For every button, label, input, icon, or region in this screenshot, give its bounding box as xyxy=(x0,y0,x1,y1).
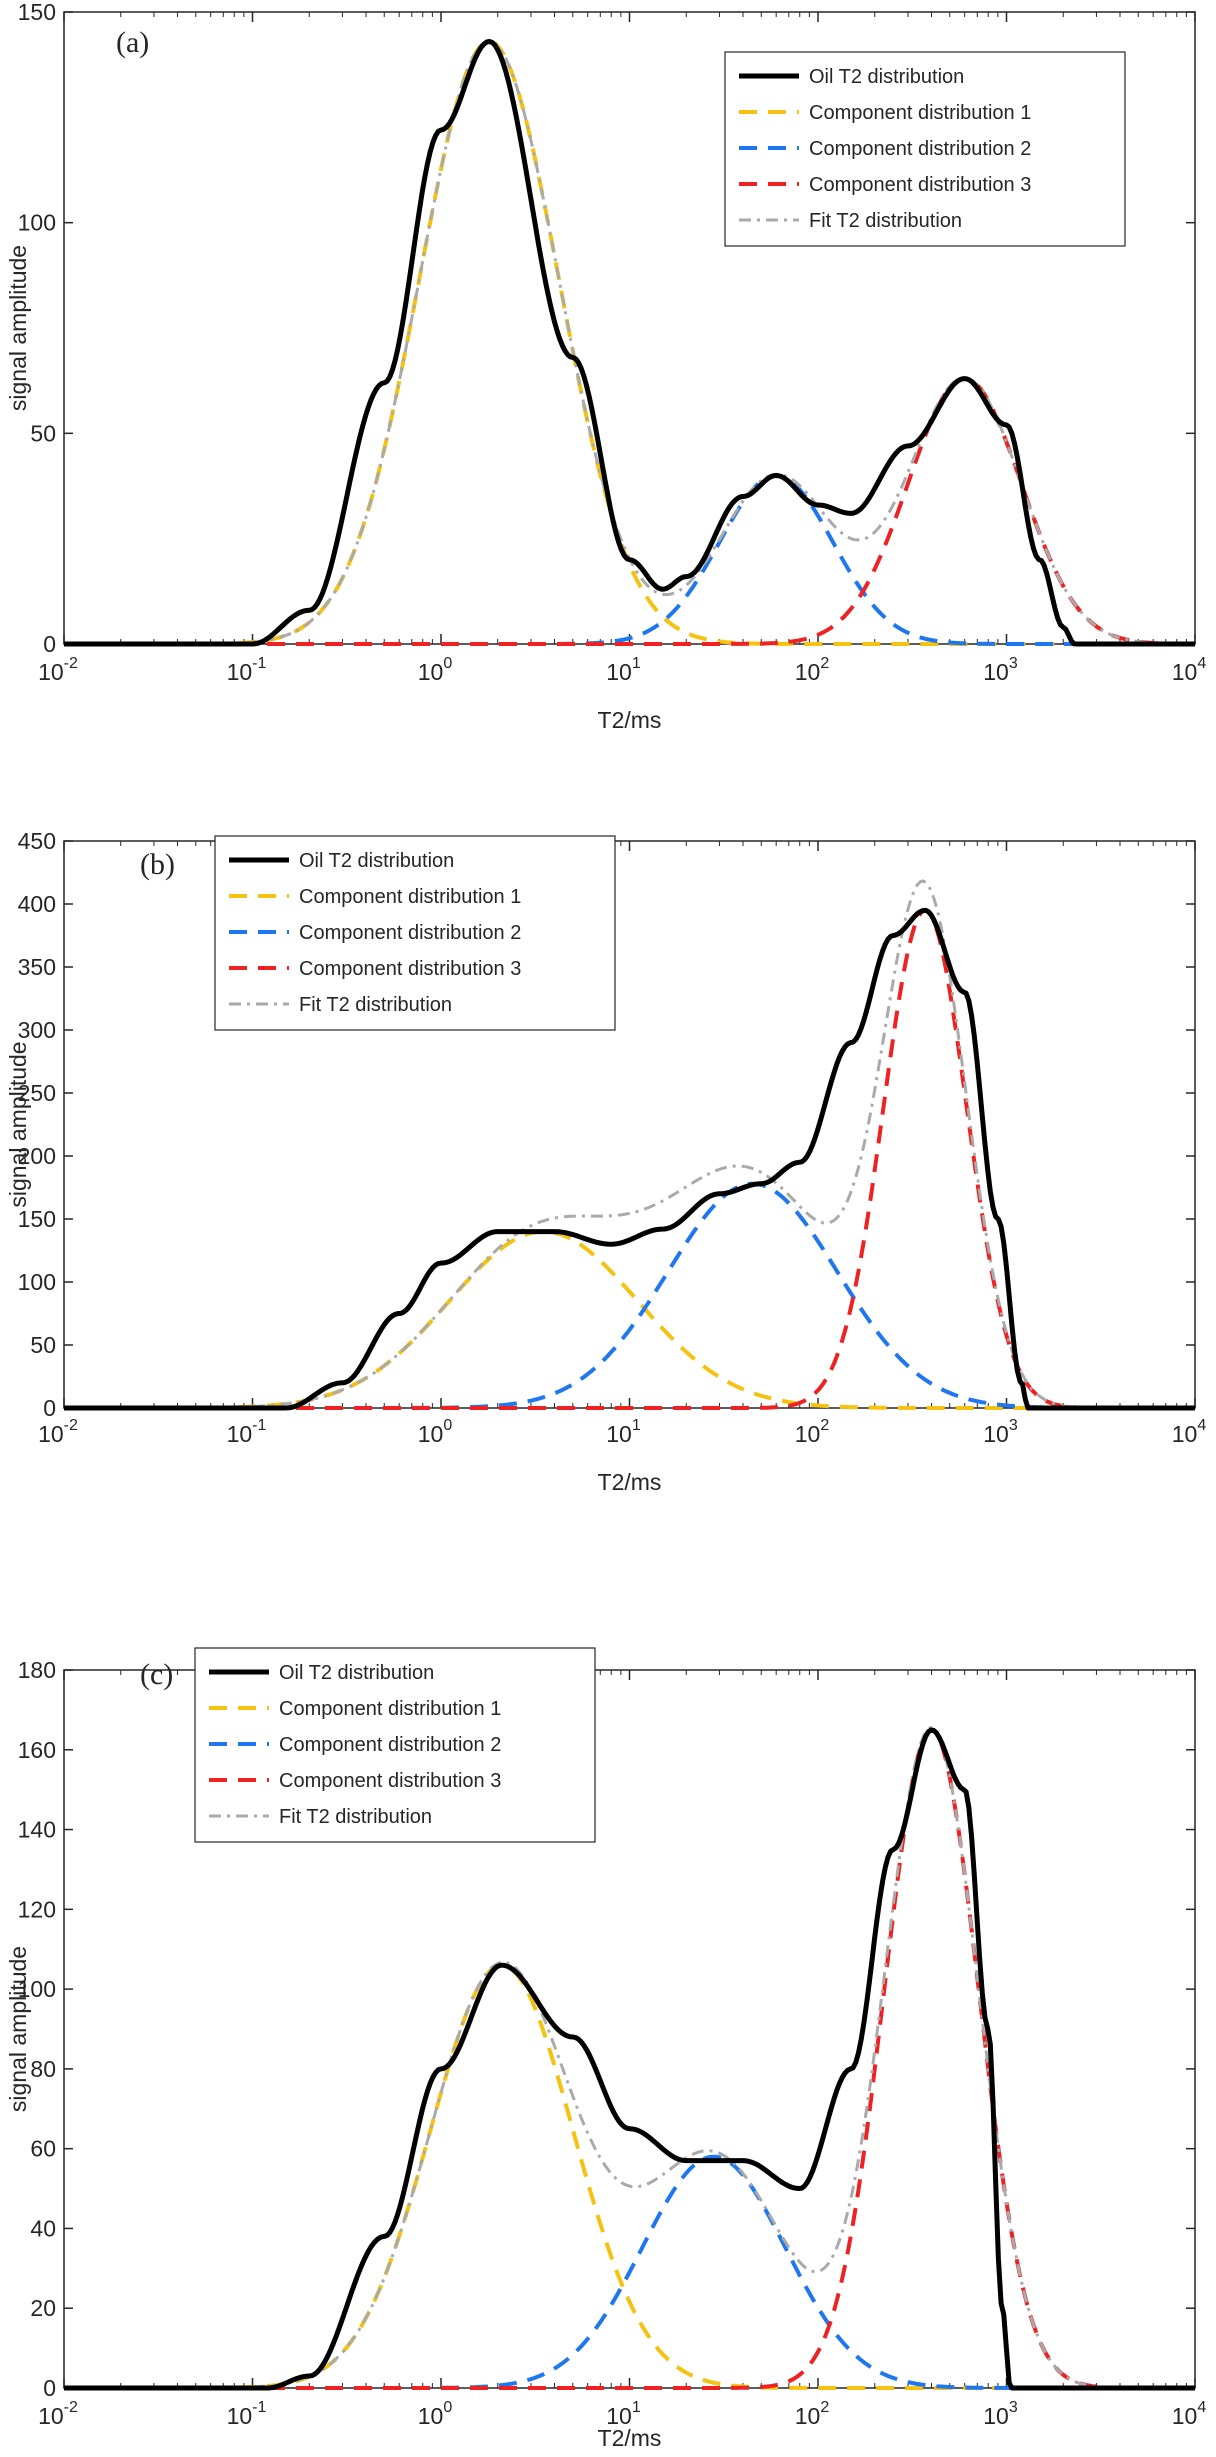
legend-box xyxy=(724,51,1126,247)
x-tick-label: 103 xyxy=(983,655,1018,685)
y-tick-label: 0 xyxy=(43,1395,56,1421)
y-tick-label: 0 xyxy=(43,631,56,657)
x-tick-label: 100 xyxy=(418,1417,453,1447)
y-tick-label: 40 xyxy=(30,2215,56,2241)
y-tick-label: 450 xyxy=(18,828,56,854)
x-tick-label: 10-2 xyxy=(38,1417,78,1447)
y-axis-label: signal amplitude xyxy=(5,1041,31,1207)
x-tick-label: 101 xyxy=(606,1417,641,1447)
fit-t2-distribution-line xyxy=(64,879,1195,1410)
legend-label: Oil T2 distribution xyxy=(299,850,454,872)
legend-box xyxy=(194,1647,596,1843)
y-tick-label: 250 xyxy=(18,1080,56,1106)
y-tick-label: 100 xyxy=(18,1269,56,1295)
y-tick-label: 160 xyxy=(18,1737,56,1763)
legend-label: Component distribution 1 xyxy=(809,102,1031,124)
panel-label: (a) xyxy=(116,26,149,59)
y-tick-label: 0 xyxy=(43,2375,56,2401)
x-tick-label: 104 xyxy=(1172,2399,1207,2429)
y-tick-label: 150 xyxy=(18,1206,56,1232)
x-tick-label: 102 xyxy=(795,2399,830,2429)
y-tick-label: 60 xyxy=(30,2136,56,2162)
y-tick-label: 50 xyxy=(30,420,56,446)
y-tick-label: 400 xyxy=(18,891,56,917)
x-axis-label: T2/ms xyxy=(598,1469,662,1495)
fit-t2-distribution-line xyxy=(64,1726,1195,2390)
series-group xyxy=(64,879,1195,1411)
chart-a: 0 50 100 150 10-2 10-1 100 101 102 103 104 T2/ms sig… xyxy=(5,0,1207,733)
x-tick-label: 10-1 xyxy=(227,655,267,685)
x-tick-label: 103 xyxy=(983,1417,1018,1447)
oil-t2-distribution-line xyxy=(64,1727,1195,2391)
y-tick-label: 350 xyxy=(18,954,56,980)
legend-label: Component distribution 3 xyxy=(279,1770,501,1792)
legend-label: Oil T2 distribution xyxy=(809,66,964,88)
y-axis-label: signal amplitude xyxy=(5,1946,31,2112)
series-group xyxy=(64,1726,1195,2391)
y-tick-label: 200 xyxy=(18,1143,56,1169)
legend-label: Component distribution 2 xyxy=(809,138,1031,160)
legend-label: Component distribution 3 xyxy=(809,174,1031,196)
y-tick-label: 140 xyxy=(18,1817,56,1843)
legend-label: Fit T2 distribution xyxy=(809,210,962,232)
y-tick-label: 180 xyxy=(18,1657,56,1683)
x-tick-label: 101 xyxy=(606,2399,641,2429)
x-tick-label: 100 xyxy=(418,2399,453,2429)
oil-t2-distribution-line xyxy=(64,907,1195,1411)
x-tick-label: 10-1 xyxy=(227,2399,267,2429)
legend-label: Component distribution 3 xyxy=(299,958,521,980)
y-axis-label: signal amplitude xyxy=(5,245,31,411)
x-tick-label: 104 xyxy=(1172,1417,1207,1447)
y-tick-label: 300 xyxy=(18,1017,56,1043)
legend-box xyxy=(214,835,616,1031)
chart-c: 0 20 40 60 80 100 120 140 160 180 10-2 10-1 100 101 10… xyxy=(5,1647,1207,2451)
x-tick-label: 10-2 xyxy=(38,2399,78,2429)
legend-label: Fit T2 distribution xyxy=(299,994,452,1016)
y-tick-label: 120 xyxy=(18,1896,56,1922)
y-tick-label: 100 xyxy=(18,1976,56,2002)
y-tick-label: 20 xyxy=(30,2295,56,2321)
y-tick-label: 100 xyxy=(18,210,56,236)
y-tick-label: 150 xyxy=(18,0,56,25)
x-tick-label: 103 xyxy=(983,2399,1018,2429)
y-tick-label: 50 xyxy=(30,1332,56,1358)
x-tick-label: 102 xyxy=(795,1417,830,1447)
x-tick-label: 100 xyxy=(418,655,453,685)
legend-label: Component distribution 2 xyxy=(279,1734,501,1756)
legend-label: Component distribution 2 xyxy=(299,922,521,944)
legend-label: Component distribution 1 xyxy=(299,886,521,908)
x-tick-label: 10-1 xyxy=(227,1417,267,1447)
x-axis-label: T2/ms xyxy=(598,707,662,733)
x-axis-label: T2/ms xyxy=(598,2425,662,2451)
y-tick-label: 80 xyxy=(30,2056,56,2082)
panel-label: (c) xyxy=(140,1658,173,1691)
legend-label: Fit T2 distribution xyxy=(279,1806,432,1828)
panel-label: (b) xyxy=(140,848,175,881)
x-tick-label: 101 xyxy=(606,655,641,685)
x-tick-label: 104 xyxy=(1172,655,1207,685)
legend-label: Component distribution 1 xyxy=(279,1698,501,1720)
x-tick-label: 102 xyxy=(795,655,830,685)
x-tick-label: 10-2 xyxy=(38,655,78,685)
chart-b: 0 50 100 150 200 250 300 350 400 450 10-2 10-1 100 10… xyxy=(5,828,1207,1495)
oil-t2-distribution-line xyxy=(64,39,1195,647)
legend-label: Oil T2 distribution xyxy=(279,1662,434,1684)
series-group xyxy=(64,39,1195,647)
